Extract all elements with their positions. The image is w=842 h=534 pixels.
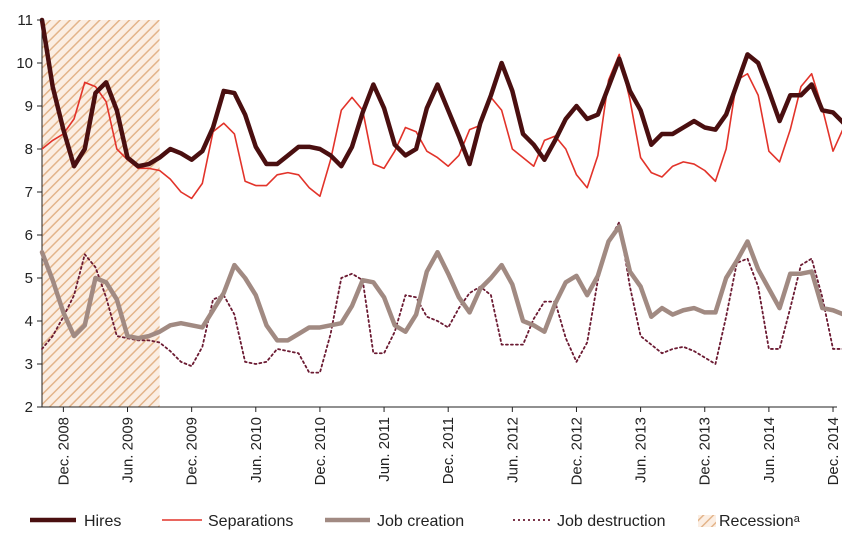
x-tick-label: Jun. 2009 (120, 417, 137, 483)
x-tick-label: Dec. 2014 (825, 417, 842, 485)
legend-label-job-creation: Job creation (377, 513, 464, 530)
legend-label-separations: Separations (208, 513, 293, 530)
x-tick-label: Jun. 2014 (761, 417, 778, 483)
legend-label-hires: Hires (84, 513, 121, 530)
x-tick-label: Dec. 2012 (568, 417, 585, 485)
recession-band (42, 20, 160, 407)
x-tick-label: Jun. 2010 (248, 417, 265, 483)
y-tick-label: 7 (25, 184, 33, 201)
legend-swatch-recession (698, 515, 716, 527)
x-tick-label: Dec. 2008 (55, 417, 72, 485)
y-tick-label: 5 (25, 270, 33, 287)
y-tick-label: 9 (25, 98, 33, 115)
x-tick-label: Dec. 2010 (312, 417, 329, 485)
x-tick-label: Jun. 2012 (504, 417, 521, 483)
legend-label-recession: Recessionᵃ (719, 513, 801, 530)
legend-label-job-destruction: Job destruction (557, 513, 666, 530)
series-line-hires (39, 17, 842, 169)
x-tick-label: Dec. 2013 (697, 417, 714, 485)
x-tick-label: Jun. 2013 (633, 417, 650, 483)
x-tick-label: Dec. 2011 (440, 417, 457, 484)
series-line-job-creation (39, 224, 842, 343)
y-tick-label: 6 (25, 227, 33, 244)
y-tick-label: 8 (25, 141, 33, 158)
y-tick-label: 11 (17, 12, 33, 29)
x-tick-label: Dec. 2009 (184, 417, 201, 485)
y-tick-label: 4 (25, 313, 33, 330)
x-tick-label: Jun. 2011 (376, 417, 393, 482)
series-line-separations (41, 53, 842, 200)
y-tick-label: 2 (25, 399, 33, 416)
y-tick-label: 10 (16, 55, 33, 72)
series-line-job-destruction (41, 221, 842, 374)
y-tick-label: 3 (25, 356, 33, 373)
